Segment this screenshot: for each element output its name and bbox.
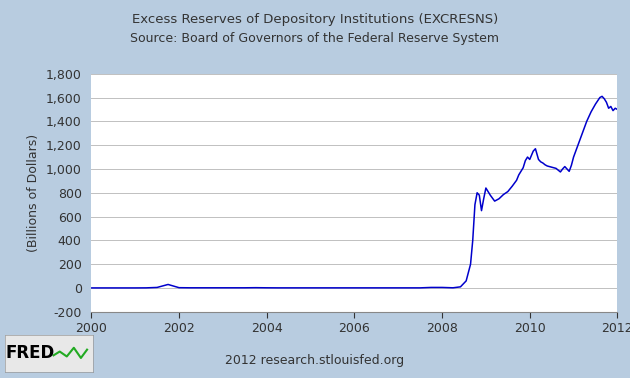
Text: FRED: FRED: [5, 344, 54, 362]
Text: Source: Board of Governors of the Federal Reserve System: Source: Board of Governors of the Federa…: [130, 32, 500, 45]
Text: Excess Reserves of Depository Institutions (EXCRESNS): Excess Reserves of Depository Institutio…: [132, 13, 498, 26]
Text: 2012 research.stlouisfed.org: 2012 research.stlouisfed.org: [226, 354, 404, 367]
Y-axis label: (Billions of Dollars): (Billions of Dollars): [27, 134, 40, 252]
